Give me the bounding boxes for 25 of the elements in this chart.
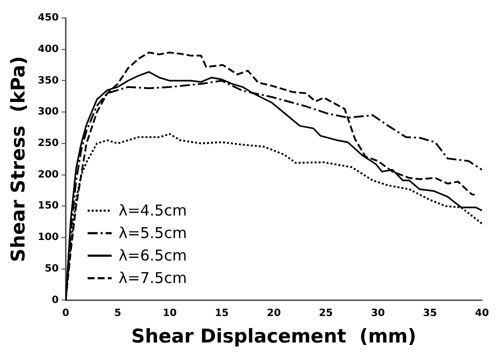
y-axis-title: Shear Stress (kPa): [7, 56, 30, 262]
legend-label: λ=7.5cm: [118, 269, 187, 288]
x-tick-label: 5: [114, 308, 122, 319]
y-tick-label: 250: [38, 138, 59, 150]
legend-label: λ=5.5cm: [118, 224, 187, 242]
legend-label: λ=4.5cm: [118, 202, 187, 220]
y-tick-label: 100: [38, 232, 59, 244]
y-tick-label: 450: [38, 12, 59, 24]
x-tick-label: 25: [318, 308, 333, 319]
y-tick-label: 50: [44, 263, 59, 274]
y-tick-label: 150: [38, 200, 59, 212]
x-tick-label: 15: [214, 308, 229, 319]
x-tick-label: 35: [423, 308, 437, 319]
x-axis-title: Shear Displacement (mm): [131, 326, 416, 348]
x-tick-label: 40: [475, 308, 489, 319]
x-tick-label: 30: [370, 308, 385, 319]
x-tick-label: 20: [266, 308, 281, 319]
y-tick-label: 200: [38, 169, 59, 180]
x-tick-label: 10: [162, 308, 177, 319]
y-tick-label: 300: [38, 106, 59, 118]
y-tick-label: 400: [38, 44, 59, 55]
x-tick-label: 0: [62, 308, 70, 319]
y-tick-label: 350: [38, 75, 59, 86]
y-tick-label: 0: [52, 294, 59, 306]
legend-label: λ=6.5cm: [118, 246, 187, 265]
